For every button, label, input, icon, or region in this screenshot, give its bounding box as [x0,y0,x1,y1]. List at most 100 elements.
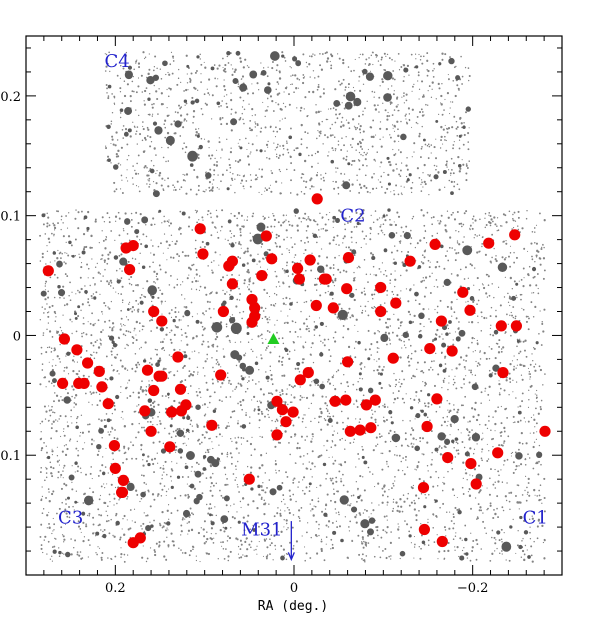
red-source-point [164,441,176,453]
red-source-point [483,237,495,249]
red-source-point [304,254,316,266]
red-source-point [360,399,372,411]
red-source-point [509,229,521,241]
red-source-point [293,273,305,285]
field-label-m31: M31 [241,519,282,540]
field-label-c4: C4 [105,51,130,72]
red-source-point [327,302,339,314]
red-source-point [429,238,441,250]
red-source-point [369,394,381,406]
red-source-point [446,345,458,357]
red-source-point [93,365,105,377]
red-source-point [42,265,54,277]
red-source-point [116,486,128,498]
red-source-point [342,356,354,368]
red-source-point [82,357,94,369]
x-tick-label: −0.2 [457,581,489,596]
m31-arrow-head [287,552,295,562]
red-source-point [365,422,377,434]
red-source-point [217,305,229,318]
red-source-point [96,381,108,393]
red-source-point [249,302,261,314]
center-marker-layer [267,333,280,345]
red-source-point [145,425,157,437]
red-source-point [387,352,399,364]
red-source-point [287,406,299,418]
red-source-point [141,364,154,376]
red-source-point [464,304,476,316]
red-source-point [271,429,283,441]
red-source-point [431,393,443,405]
red-source-point [292,262,304,274]
field-labels: C4 C2 C3 C1 M31 [58,51,548,562]
red-source-point [156,315,168,327]
y-tick-label: 0.2 [0,90,21,105]
red-source-point [320,273,332,285]
red-source-point [497,367,509,379]
red-source-point [226,278,238,290]
red-source-point [109,462,121,474]
red-source-point [197,248,209,260]
red-source-point [108,440,120,452]
highlighted-sources [42,193,551,549]
red-source-point [124,264,136,276]
red-source-point [206,419,218,431]
red-source-point [226,255,238,267]
red-source-point [172,351,184,363]
red-source-point [539,425,551,437]
plot-frame [25,35,563,576]
red-source-point [404,255,416,267]
x-tick-label: 0.2 [105,581,126,596]
y-tick-label: 0.1 [0,210,21,225]
red-source-point [311,193,323,205]
red-source-point [344,425,356,437]
center-triangle-marker [267,333,280,345]
red-source-point [280,416,292,428]
red-source-point [442,452,454,464]
red-source-point [174,383,187,395]
red-source-point [256,270,268,282]
red-source-point [73,377,85,389]
x-tick-label: 0 [290,581,298,596]
red-source-point [148,384,160,397]
red-source-point [342,252,355,264]
field-label-c2: C2 [340,206,365,227]
red-source-point [390,297,402,309]
plot-border [25,35,563,576]
red-source-point [166,406,178,418]
red-source-point [271,395,283,407]
red-source-point [457,286,469,298]
red-source-point [470,478,482,490]
x-axis-label: RA (deg.) [258,599,328,614]
red-source-point [340,394,352,406]
red-source-point [194,223,206,235]
red-source-point [510,320,522,332]
red-source-point [375,281,387,294]
red-source-point [341,283,353,295]
red-source-point [294,374,306,386]
red-source-point [117,474,129,486]
red-source-point [421,420,433,433]
field-label-c1: C1 [523,507,548,528]
axis-ticks: 0.2 0 −0.2 0.2 0.1 0 0.1 [0,36,562,596]
y-tick-label: 0 [13,329,21,344]
red-source-point [134,532,146,544]
red-source-point [465,458,477,470]
red-source-point [418,523,430,536]
red-source-point [329,395,341,407]
red-source-point [375,305,387,318]
red-source-point [495,320,507,332]
red-source-point [243,473,255,485]
red-source-point [435,315,447,327]
red-source-point [417,482,430,494]
red-source-point [215,369,227,381]
red-source-point [260,230,272,242]
red-source-point [71,344,83,356]
red-source-point [156,370,168,382]
red-source-point [354,424,366,436]
red-source-point [424,343,436,355]
red-source-point [276,404,288,416]
red-source-point [102,398,114,410]
red-source-point [266,253,278,265]
